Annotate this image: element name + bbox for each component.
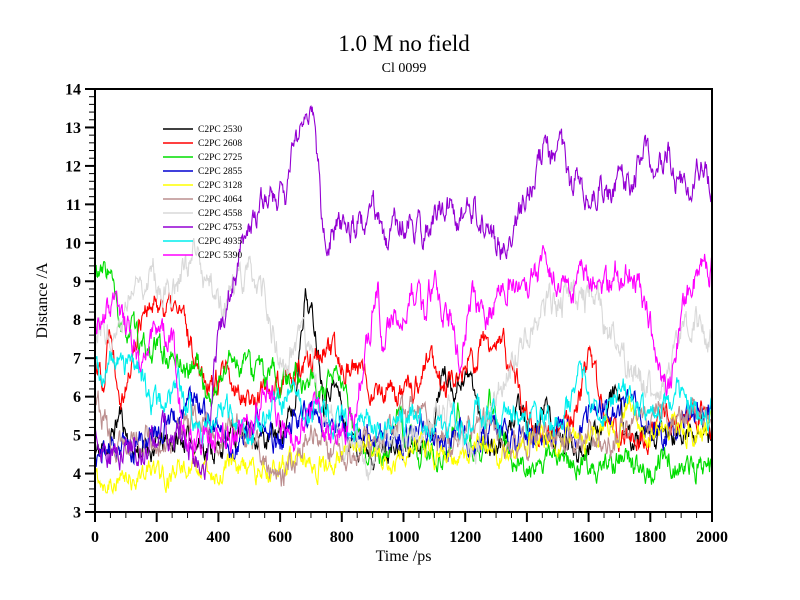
legend-item: C2PC 4558 <box>163 209 242 219</box>
y-tick-label: 14 <box>65 82 81 99</box>
x-tick-label: 200 <box>145 529 169 546</box>
series-line-C2PC-4753 <box>94 104 713 480</box>
series-lines <box>94 104 713 495</box>
x-tick-label: 1400 <box>511 529 543 546</box>
legend-label: C2PC 4753 <box>198 223 242 233</box>
y-tick-label: 6 <box>73 389 81 406</box>
legend-label: C2PC 4064 <box>198 195 242 205</box>
y-tick-label: 3 <box>73 505 81 522</box>
y-axis-major-ticks <box>85 88 94 513</box>
legend-label: C2PC 4935 <box>198 237 242 247</box>
legend-item: C2PC 2530 <box>163 125 242 135</box>
x-tick-label: 800 <box>330 529 354 546</box>
x-axis-minor-ticks <box>109 513 698 518</box>
x-tick-label: 600 <box>268 529 292 546</box>
y-tick-label: 13 <box>65 120 81 137</box>
y-tick-label: 7 <box>73 351 81 368</box>
x-tick-label: 1200 <box>449 529 481 546</box>
y-tick-label: 4 <box>73 466 81 483</box>
y-tick-label: 12 <box>65 158 81 175</box>
x-tick-label: 1000 <box>388 529 420 546</box>
series-line-C2PC-4558 <box>94 238 713 481</box>
legend-item: C2PC 2608 <box>163 139 242 149</box>
y-axis-label: Distance /A <box>34 262 51 338</box>
y-tick-label: 8 <box>73 312 81 329</box>
legend-item: C2PC 3128 <box>163 181 242 191</box>
legend-item: C2PC 4753 <box>163 223 242 233</box>
y-tick-label: 11 <box>66 197 81 214</box>
legend-label: C2PC 2530 <box>198 125 242 135</box>
y-tick-labels: 3 4 5 6 7 8 9 10 11 12 13 14 <box>65 82 81 522</box>
legend-item: C2PC 2855 <box>163 167 242 177</box>
legend-label: C2PC 2725 <box>198 153 242 163</box>
legend-item: C2PC 2725 <box>163 153 242 163</box>
plot-frame <box>94 88 713 513</box>
x-tick-label: 1600 <box>573 529 605 546</box>
y-tick-label: 5 <box>73 428 81 445</box>
chart-title: 1.0 M no field <box>338 31 470 56</box>
legend-label: C2PC 5390 <box>198 251 242 261</box>
y-tick-label: 10 <box>65 235 81 252</box>
x-axis-major-ticks <box>94 513 713 522</box>
x-tick-label: 400 <box>206 529 230 546</box>
legend-label: C2PC 4558 <box>198 209 242 219</box>
x-tick-labels: 0 200 400 600 800 1000 1200 1400 1600 1800 2000 <box>91 529 728 546</box>
y-tick-label: 9 <box>73 274 81 291</box>
legend-item: C2PC 4064 <box>163 195 242 205</box>
legend-label: C2PC 2608 <box>198 139 242 149</box>
x-axis-label: Time /ps <box>376 548 432 565</box>
series-line-C2PC-5390 <box>94 245 713 458</box>
y-axis-minor-ticks <box>89 96 94 505</box>
legend-item: C2PC 4935 <box>163 237 242 247</box>
x-tick-label: 2000 <box>696 529 728 546</box>
series-line-C2PC-2608 <box>94 292 713 455</box>
x-tick-label: 0 <box>91 529 99 546</box>
legend: C2PC 2530 C2PC 2608 C2PC 2725 C2PC 2855 C2PC… <box>163 125 242 261</box>
chart-subtitle: Cl 0099 <box>381 61 427 76</box>
legend-item: C2PC 5390 <box>163 251 242 261</box>
x-tick-label: 1800 <box>634 529 666 546</box>
legend-label: C2PC 2855 <box>198 167 242 177</box>
legend-label: C2PC 3128 <box>198 181 242 191</box>
series-line-C2PC-3128 <box>94 395 713 495</box>
